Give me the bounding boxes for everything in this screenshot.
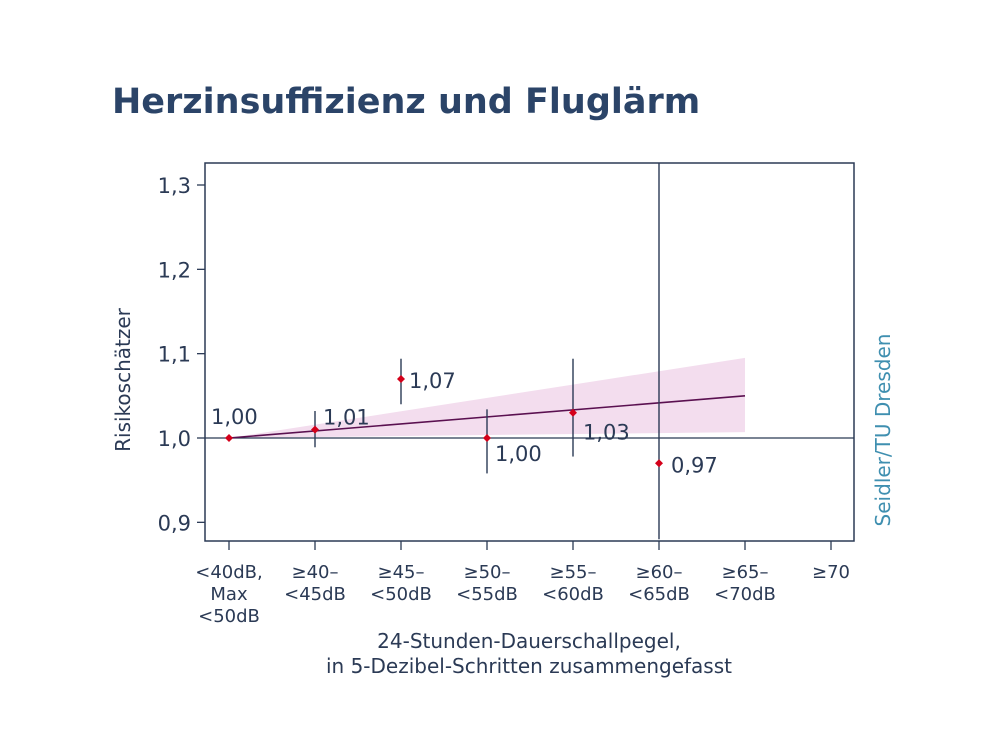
x-tick-label: ≥45– bbox=[378, 562, 425, 583]
x-axis-title: 24-Stunden-Dauerschallpegel, bbox=[377, 629, 681, 653]
x-tick-label: <50dB bbox=[370, 584, 432, 605]
data-label: 1,03 bbox=[583, 421, 630, 445]
y-tick-label: 1,1 bbox=[158, 343, 191, 367]
data-label: 1,07 bbox=[409, 369, 456, 393]
x-tick-label: ≥70 bbox=[812, 562, 850, 583]
y-tick-label: 1,3 bbox=[158, 174, 191, 198]
x-tick-label: ≥65– bbox=[722, 562, 769, 583]
data-point bbox=[397, 374, 405, 383]
x-tick-label: <55dB bbox=[456, 584, 518, 605]
data-label: 1,00 bbox=[211, 405, 258, 429]
x-tick-label: <40dB, bbox=[195, 562, 262, 583]
x-tick-label: <60dB bbox=[542, 584, 604, 605]
y-axis-title: Risikoschätzer bbox=[111, 307, 135, 452]
y-tick-label: 1,0 bbox=[158, 427, 191, 451]
data-label: 1,01 bbox=[323, 406, 370, 430]
x-tick-label: <50dB bbox=[198, 606, 260, 627]
data-point bbox=[483, 434, 491, 442]
plot-frame bbox=[204, 162, 855, 542]
x-tick-label: <65dB bbox=[628, 584, 690, 605]
chart-title: Herzinsuffizienz und Fluglärm bbox=[112, 82, 701, 122]
y-tick-label: 0,9 bbox=[158, 511, 191, 535]
data-point bbox=[225, 434, 233, 442]
x-tick-label: ≥55– bbox=[550, 562, 597, 583]
data-point bbox=[311, 425, 319, 434]
x-tick-label: <70dB bbox=[714, 584, 776, 605]
x-tick-label: Max bbox=[210, 584, 248, 605]
data-point bbox=[655, 459, 663, 468]
x-tick-label: ≥60– bbox=[636, 562, 683, 583]
source-credit: Seidler/TU Dresden bbox=[871, 334, 895, 527]
trend-confidence-band bbox=[229, 357, 745, 438]
y-tick-label: 1,2 bbox=[158, 258, 191, 282]
x-axis-title: in 5-Dezibel-Schritten zusammengefasst bbox=[326, 654, 732, 678]
x-tick-label: ≥40– bbox=[292, 562, 339, 583]
x-tick-label: <45dB bbox=[284, 584, 346, 605]
data-point bbox=[569, 408, 577, 417]
x-tick-label: ≥50– bbox=[464, 562, 511, 583]
data-label: 1,00 bbox=[495, 442, 542, 466]
data-label: 0,97 bbox=[671, 453, 718, 477]
